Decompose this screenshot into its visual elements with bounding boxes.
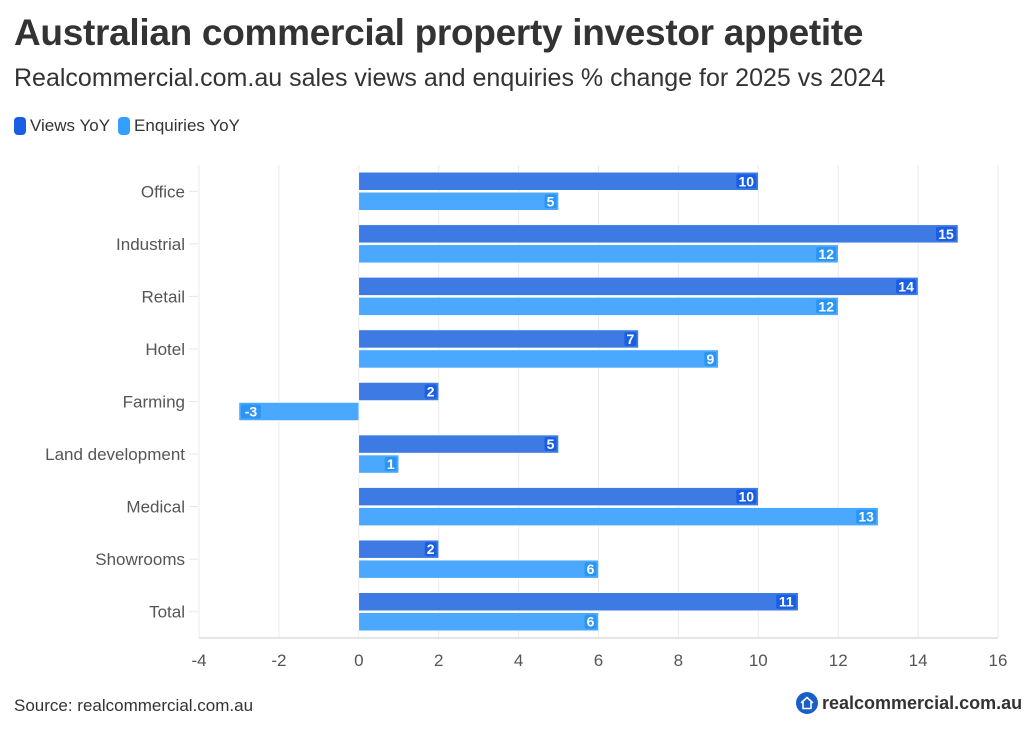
data-label: 9 xyxy=(706,351,714,367)
x-tick-label: 2 xyxy=(434,651,443,670)
category-label: Total xyxy=(149,603,185,622)
data-label-bg xyxy=(736,174,757,189)
bar-views xyxy=(358,539,439,559)
category-label: Showrooms xyxy=(95,550,185,569)
legend-label-enquiries: Enquiries YoY xyxy=(134,116,240,135)
data-label: 10 xyxy=(739,173,755,189)
data-label: 15 xyxy=(938,226,954,242)
bar-enquiries xyxy=(238,402,360,421)
chart-title: Australian commercial property investor … xyxy=(14,12,864,53)
bar-enquiries xyxy=(358,297,839,316)
data-label-bg xyxy=(896,279,917,294)
bar-enquiries xyxy=(358,244,839,264)
gridlines xyxy=(198,165,999,638)
category-labels: Office Industrial Retail Hotel Farming Land d… xyxy=(45,182,198,622)
data-label: 13 xyxy=(858,509,874,525)
data-label: 12 xyxy=(818,246,834,262)
house-icon xyxy=(796,692,818,714)
category-label: Land development xyxy=(45,445,185,464)
data-label-bg xyxy=(856,509,877,524)
brand-name: realcommercial.com.au xyxy=(822,692,1023,713)
data-label: 1 xyxy=(387,456,395,472)
legend-item-enquiries[interactable]: Enquiries YoY xyxy=(118,116,240,136)
data-label-bg xyxy=(584,614,597,629)
bars: 10 5 15 12 14 12 7 9 2 -3 5 1 10 13 2 6 11 6 xyxy=(238,172,959,631)
x-tick-label: 4 xyxy=(514,651,523,670)
data-label-bg xyxy=(704,351,717,366)
x-tick-label: 16 xyxy=(989,651,1008,670)
category-label: Medical xyxy=(126,498,185,517)
legend-swatch-views xyxy=(14,117,26,135)
bar-enquiries xyxy=(358,349,719,369)
bar-views xyxy=(358,277,919,296)
legend-swatch-enquiries xyxy=(118,117,131,135)
bar-enquiries xyxy=(358,559,599,579)
data-label: 14 xyxy=(898,278,914,294)
category-label: Farming xyxy=(123,393,185,412)
x-tick-label: 10 xyxy=(749,651,768,670)
category-label: Industrial xyxy=(116,235,185,254)
bar-views xyxy=(358,487,759,506)
chart-subtitle: Realcommercial.com.au sales views and en… xyxy=(14,64,886,92)
bar-views xyxy=(358,329,639,349)
brand-logo[interactable]: realcommercial.com.au xyxy=(796,692,1022,714)
x-tick-label: 6 xyxy=(594,651,603,670)
data-label-bg xyxy=(584,562,597,577)
x-tick-label: -4 xyxy=(191,651,206,670)
data-label: 10 xyxy=(739,489,755,505)
category-label: Retail xyxy=(142,287,185,306)
bar-views xyxy=(358,224,959,244)
x-tick-label: 12 xyxy=(829,651,848,670)
data-label-bg xyxy=(936,226,957,241)
x-tick-label: 14 xyxy=(909,651,928,670)
legend-label-views: Views YoY xyxy=(30,116,111,135)
data-label-bg xyxy=(736,489,757,504)
bar-views xyxy=(358,382,439,401)
x-tick-label: -2 xyxy=(271,651,286,670)
bar-views xyxy=(358,592,799,611)
data-label: 7 xyxy=(627,331,635,347)
source-note: Source: realcommercial.com.au xyxy=(14,696,254,715)
data-label-bg xyxy=(544,437,557,452)
bar-views xyxy=(358,434,559,454)
data-label-bg xyxy=(544,194,557,209)
x-axis: -4 -2 0 2 4 6 8 10 12 14 16 xyxy=(191,637,1008,670)
bar-enquiries xyxy=(358,192,559,211)
data-label: 6 xyxy=(587,561,595,577)
data-label: 11 xyxy=(779,594,794,610)
data-label-bg xyxy=(384,457,397,472)
data-label-bg xyxy=(240,404,261,419)
data-label: 2 xyxy=(427,384,435,400)
data-label: 5 xyxy=(547,193,555,209)
data-label-bg xyxy=(816,246,837,261)
data-label-bg xyxy=(624,331,637,346)
x-tick-label: 8 xyxy=(674,651,683,670)
legend-item-views[interactable]: Views YoY xyxy=(14,116,110,136)
data-label: 6 xyxy=(587,614,595,630)
bar-enquiries xyxy=(358,507,879,526)
legend: Views YoY Enquiries YoY xyxy=(14,116,248,136)
category-label: Office xyxy=(141,182,185,201)
data-label-bg xyxy=(424,384,437,399)
data-label-bg xyxy=(816,299,837,314)
data-label: -3 xyxy=(245,404,258,420)
data-label: 2 xyxy=(427,541,435,557)
data-label-bg xyxy=(424,542,437,557)
data-label-bg xyxy=(776,594,797,609)
x-tick-label: 0 xyxy=(354,651,363,670)
category-label: Hotel xyxy=(145,340,185,359)
data-label: 12 xyxy=(818,298,834,314)
data-label: 5 xyxy=(547,436,555,452)
bar-enquiries xyxy=(358,612,599,631)
bar-views xyxy=(358,172,759,191)
